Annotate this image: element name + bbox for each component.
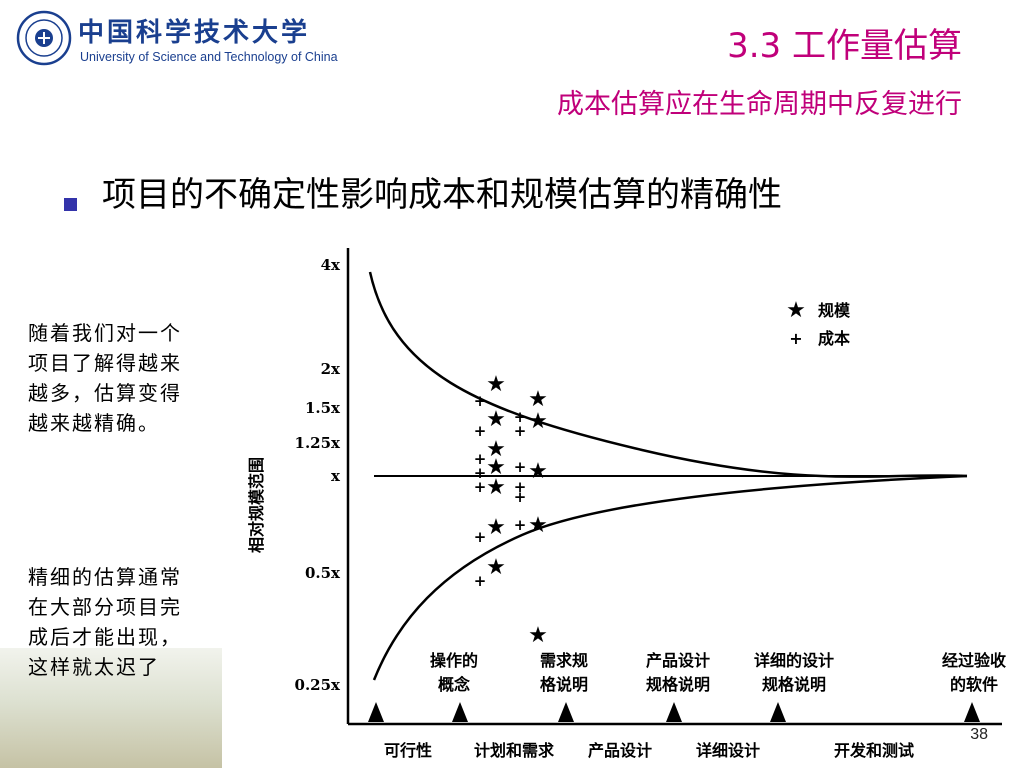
- milestone-product-design-line1: 产品设计: [646, 651, 710, 670]
- lower-bound-curve: [372, 474, 968, 681]
- size-mark: ★: [486, 475, 506, 500]
- cost-mark: +: [514, 408, 527, 426]
- y-tick-2x: 2x: [321, 360, 341, 378]
- milestone-concept-line1: 操作的: [430, 651, 478, 670]
- size-mark: ★: [486, 372, 506, 397]
- y-tick-4x: 4x: [321, 256, 341, 274]
- y-tick-1-5x: 1.5x: [305, 399, 341, 417]
- milestone-product-design-line2: 规格说明: [646, 675, 710, 694]
- cost-mark: +: [474, 392, 487, 410]
- page-title: 3.3 工作量估算: [727, 26, 962, 66]
- cost-mark: +: [474, 528, 487, 546]
- milestone-concept-line2: 概念: [438, 675, 471, 694]
- y-tick-1-25x: 1.25x: [295, 434, 342, 452]
- cost-mark: +: [514, 488, 527, 506]
- cost-mark: +: [514, 422, 527, 440]
- phase-dev-test: 开发和测试: [834, 741, 914, 760]
- side-note-learning: 随着我们对一个项目了解得越来越多，估算变得越来越精确。: [28, 321, 182, 435]
- milestone-marker: [666, 702, 682, 722]
- university-logo: 中国科学技术大学 University of Science and Techn…: [16, 10, 338, 68]
- phase-planning: 计划和需求: [474, 741, 555, 760]
- cost-mark: +: [514, 516, 527, 534]
- y-tick-0-5x: 0.5x: [305, 564, 341, 582]
- size-mark: ★: [528, 387, 548, 412]
- university-seal-icon: [16, 10, 72, 66]
- size-mark: ★: [528, 409, 548, 434]
- milestone-marker: [368, 702, 384, 722]
- phase-feasibility: 可行性: [384, 741, 432, 760]
- milestone-marker: [770, 702, 786, 722]
- cost-mark: +: [474, 478, 487, 496]
- bullet-text: 项目的不确定性影响成本和规模估算的精确性: [102, 175, 782, 215]
- size-mark: ★: [486, 555, 506, 580]
- cost-mark: +: [474, 450, 487, 468]
- background-photo: [0, 648, 222, 768]
- cost-mark: +: [514, 458, 527, 476]
- size-mark: ★: [528, 513, 548, 538]
- page-subtitle: 成本估算应在生命周期中反复进行: [557, 89, 962, 120]
- cost-mark: +: [514, 478, 527, 496]
- cost-mark: +: [474, 464, 487, 482]
- milestone-requirements-line1: 需求规: [540, 651, 588, 670]
- cost-mark: +: [474, 572, 487, 590]
- milestone-marker: [964, 702, 980, 722]
- size-mark: ★: [486, 407, 506, 432]
- milestone-marker: [452, 702, 468, 722]
- milestone-marker: [558, 702, 574, 722]
- phase-detailed-design: 详细设计: [696, 741, 760, 760]
- size-mark: ★: [528, 459, 548, 484]
- bullet-icon: [64, 198, 77, 211]
- estimate-funnel-diagram: 相对规模范围 4x 2x 1.5x 1.25x x 0.5x 0.25x ★ 规…: [247, 248, 1006, 760]
- y-tick-0-25x: 0.25x: [295, 676, 342, 694]
- upper-bound-curve: [368, 271, 968, 478]
- page-number: 38: [970, 726, 988, 743]
- y-tick-x: x: [331, 467, 341, 485]
- legend-plus-icon: +: [789, 329, 802, 348]
- cost-mark: +: [474, 422, 487, 440]
- milestone-accepted-software-line1: 经过验收: [942, 651, 1006, 670]
- size-mark: ★: [486, 455, 506, 480]
- milestone-accepted-software-line2: 的软件: [950, 675, 998, 694]
- milestone-requirements-line2: 格说明: [540, 675, 588, 694]
- school-name-en: University of Science and Technology of …: [80, 50, 338, 64]
- school-name-cn: 中国科学技术大学: [78, 18, 311, 48]
- legend-cost-label: 成本: [818, 329, 850, 348]
- phase-product-design: 产品设计: [588, 741, 652, 760]
- milestone-detailed-design-line1: 详细的设计: [754, 651, 834, 670]
- size-mark: ★: [486, 515, 506, 540]
- milestone-detailed-design-line2: 规格说明: [762, 675, 826, 694]
- y-axis-title: 相对规模范围: [247, 457, 266, 553]
- legend-size-label: 规模: [818, 301, 851, 320]
- size-mark: ★: [528, 623, 548, 648]
- legend-star-icon: ★: [786, 298, 806, 323]
- size-mark: ★: [486, 437, 506, 462]
- side-note-late-estimate: 精细的估算通常在大部分项目完成后才能出现，这样就太迟了: [28, 565, 182, 679]
